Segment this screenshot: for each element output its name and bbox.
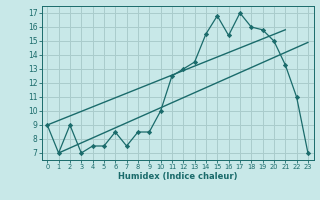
X-axis label: Humidex (Indice chaleur): Humidex (Indice chaleur) xyxy=(118,172,237,181)
